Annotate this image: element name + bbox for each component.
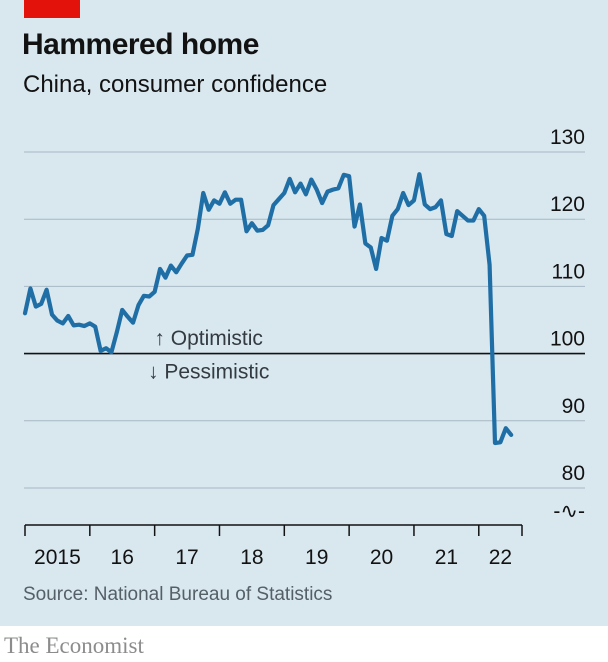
series-line-0 [22,172,514,446]
brand-red-tag [24,0,80,18]
y-tick-label-100: 100 [550,328,585,351]
y-tick-label-110: 110 [552,260,585,283]
x-tick-label-16: 16 [111,546,134,569]
line-chart: 130 120 110 100 90 80 -∿- ↑ Optimistic ↓ Pessim… [22,126,585,569]
series-layer [22,172,514,446]
x-tick-label-20: 20 [370,546,393,569]
chart-title: Hammered home [22,28,259,61]
chart-subtitle: China, consumer confidence [23,71,328,98]
y-tick-label-90: 90 [562,395,585,418]
y-tick-label-120: 120 [550,193,585,216]
x-tick-label-22: 22 [489,546,512,569]
x-tick-label-17: 17 [175,546,198,569]
economist-logo: The Economist [4,633,144,658]
axis-break-symbol: -∿- [553,500,585,523]
grid-lines [24,151,585,489]
y-tick-label-80: 80 [562,462,585,485]
y-axis-labels: 130 120 110 100 90 80 -∿- [550,126,585,523]
annotation-pessimistic: ↓ Pessimistic [148,361,269,384]
y-tick-label-130: 130 [550,126,585,149]
chart-panel [0,0,608,626]
annotation-optimistic: ↑ Optimistic [154,327,263,350]
x-tick-label-18: 18 [240,546,263,569]
x-tick-label-2015: 2015 [34,546,81,569]
x-axis: 2015 16 17 18 19 20 21 22 [24,524,523,569]
source-note: Source: National Bureau of Statistics [23,584,333,605]
x-tick-label-19: 19 [305,546,328,569]
x-tick-label-21: 21 [435,546,458,569]
annotations: ↑ Optimistic ↓ Pessimistic [148,327,269,384]
